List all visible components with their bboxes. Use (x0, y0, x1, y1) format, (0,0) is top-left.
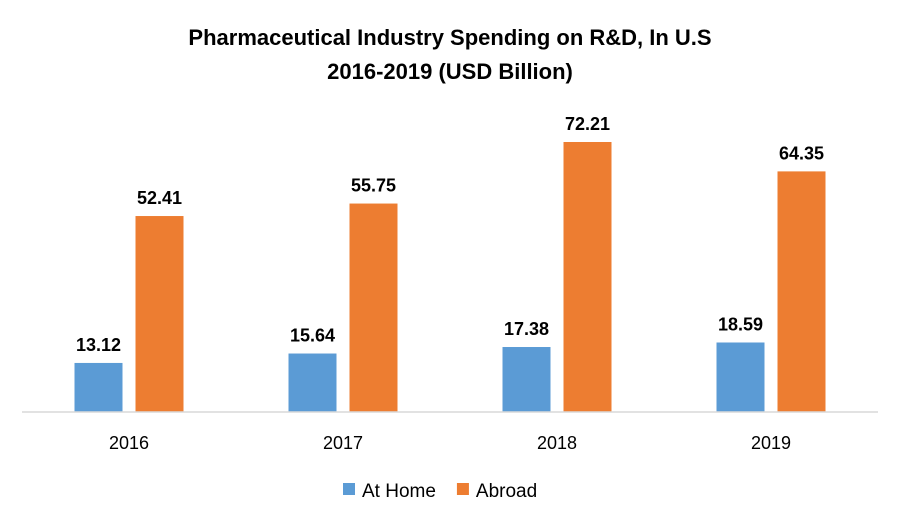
x-tick-label: 2019 (751, 433, 791, 453)
legend-swatch-abroad (456, 483, 469, 495)
chart-title-line-1: Pharmaceutical Industry Spending on R&D,… (188, 25, 711, 50)
bar-abroad-2016 (135, 216, 184, 412)
bar-abroad-2017 (349, 203, 398, 412)
x-tick-label: 2018 (537, 433, 577, 453)
legend-label: At Home (362, 481, 436, 502)
data-label: 13.12 (76, 335, 121, 355)
x-tick-label: 2017 (323, 433, 363, 453)
data-label: 18.59 (718, 314, 763, 334)
bar-abroad-2018 (563, 142, 612, 412)
legend: At Home Abroad (343, 481, 537, 502)
bar-abroad-2019 (777, 171, 826, 412)
data-label: 55.75 (351, 176, 396, 196)
bar-at-home-2019 (716, 342, 765, 412)
bar-at-home-2017 (288, 353, 337, 412)
data-label: 72.21 (565, 114, 610, 134)
plot-area: 13.12 52.41 15.64 55.75 17.38 72.21 18.59 64.35 (74, 114, 826, 412)
legend-swatch-at-home (343, 483, 355, 495)
data-label: 17.38 (504, 319, 549, 339)
x-tick-label: 2016 (109, 433, 149, 453)
data-label: 52.41 (137, 188, 182, 208)
data-label: 64.35 (779, 143, 824, 163)
legend-label: Abroad (476, 481, 537, 502)
chart-title-line-2: 2016-2019 (USD Billion) (327, 59, 573, 84)
data-label: 15.64 (290, 326, 335, 346)
bar-at-home-2018 (502, 347, 551, 412)
bar-at-home-2016 (74, 362, 123, 412)
x-axis-ticks: 2016 2017 2018 2019 (109, 433, 791, 453)
